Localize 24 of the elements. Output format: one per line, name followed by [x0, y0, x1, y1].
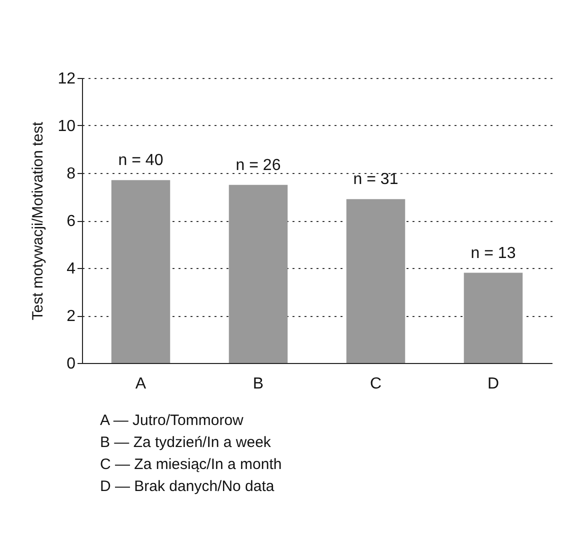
annotation: n = 40: [118, 152, 164, 170]
bar: [346, 199, 406, 363]
text: D — Brak danych/No data: [100, 477, 276, 497]
x-tick-label: A: [135, 376, 146, 392]
annotation: n = 31: [353, 171, 398, 188]
y-tick-label: 2: [66, 308, 76, 325]
x-tick-label: B: [252, 376, 264, 392]
text: A — Jutro/Tommorow: [100, 411, 244, 431]
y-tick-label: 8: [66, 166, 76, 182]
bar: [111, 180, 170, 363]
x-tick-label: D: [487, 376, 500, 392]
bar: [228, 184, 288, 363]
x-tick-label: C: [370, 376, 382, 392]
y-tick-label: 6: [66, 213, 76, 230]
y-axis-title: Test motywacji/Motivation test: [30, 120, 47, 320]
y-tick-label: 0: [66, 356, 76, 372]
y-tick-label: 10: [58, 118, 76, 135]
text: C — Za miesiąc/In a month: [100, 455, 283, 475]
text: B — Za tydzień/In a week: [100, 433, 272, 453]
bar: [464, 272, 523, 363]
y-tick-label: 4: [66, 260, 76, 278]
y-tick-label: 12: [58, 70, 76, 88]
annotation: n = 26: [236, 156, 281, 174]
annotation: n = 13: [470, 244, 516, 262]
